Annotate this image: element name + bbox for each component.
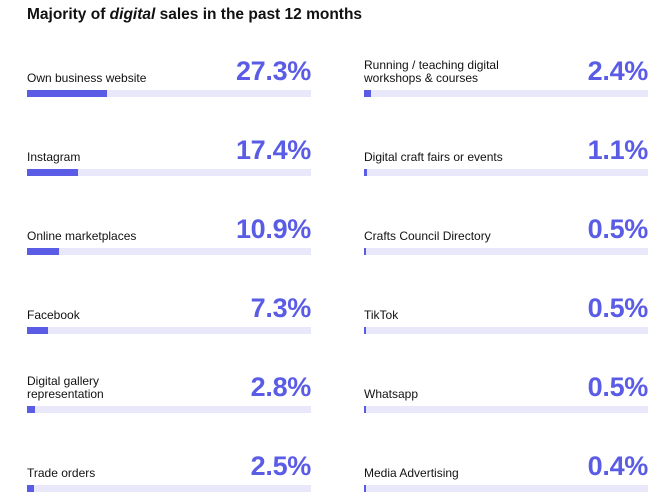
bar-track (364, 248, 648, 255)
bar-value: 0.5% (587, 214, 649, 244)
bar-value: 2.4% (587, 56, 649, 86)
bar-value: 2.5% (250, 451, 312, 481)
left-column: Own business website 27.3% Instagram 17.4% O… (27, 0, 311, 502)
bar-label: Digital gallery representation (27, 374, 104, 401)
bar-label: TikTok (364, 308, 399, 322)
bar-item: Running / teaching digital workshops & c… (364, 37, 648, 97)
bar-fill (364, 406, 366, 413)
title-part-3: sales in the past 12 months (155, 6, 363, 23)
bar-label: Online marketplaces (27, 229, 137, 243)
bar-item: Trade orders 2.5% (27, 432, 311, 492)
bar-item: Facebook 7.3% (27, 274, 311, 334)
bar-label: Digital craft fairs or events (364, 150, 503, 164)
bar-value: 0.4% (587, 451, 649, 481)
bar-item: Own business website 27.3% (27, 37, 311, 97)
bar-track (27, 406, 311, 413)
bar-track (27, 248, 311, 255)
bar-track (27, 485, 311, 492)
bar-fill (27, 327, 49, 334)
chart-title: Majority of digital sales in the past 12… (27, 6, 362, 24)
bar-track (27, 169, 311, 176)
bar-item: Online marketplaces 10.9% (27, 195, 311, 255)
bar-item: Instagram 17.4% (27, 116, 311, 176)
bar-item: Whatsapp 0.5% (364, 353, 648, 413)
bar-track (364, 169, 648, 176)
bar-fill (364, 327, 366, 334)
bar-label: Media Advertising (364, 466, 459, 480)
bar-value: 27.3% (235, 56, 311, 86)
bar-value: 7.3% (250, 293, 312, 323)
bar-label: Trade orders (27, 466, 96, 480)
bar-value: 0.5% (587, 372, 649, 402)
bar-label: Crafts Council Directory (364, 229, 491, 243)
bar-fill (364, 248, 366, 255)
bar-track (364, 485, 648, 492)
bar-fill (27, 248, 59, 255)
title-part-1: Majority of (27, 6, 110, 23)
bar-label: Facebook (27, 308, 80, 322)
bar-track (27, 327, 311, 334)
bar-value: 1.1% (587, 135, 649, 165)
bar-value: 2.8% (250, 372, 312, 402)
bar-label: Running / teaching digital workshops & c… (364, 58, 499, 85)
bar-fill (27, 485, 35, 492)
bar-fill (27, 406, 36, 413)
bar-track (364, 90, 648, 97)
bar-fill (364, 90, 372, 97)
title-emphasis: digital (109, 6, 156, 23)
bar-value: 10.9% (235, 214, 311, 244)
bar-track (364, 406, 648, 413)
bar-item: Crafts Council Directory 0.5% (364, 195, 648, 255)
bar-label: Whatsapp (364, 387, 419, 401)
bar-track (27, 90, 311, 97)
bar-item: Digital gallery representation 2.8% (27, 353, 311, 413)
bar-fill (364, 169, 368, 176)
bar-label: Own business website (27, 71, 147, 85)
right-column: Running / teaching digital workshops & c… (364, 0, 648, 502)
bar-item: Media Advertising 0.4% (364, 432, 648, 492)
bar-item: TikTok 0.5% (364, 274, 648, 334)
bar-item: Digital craft fairs or events 1.1% (364, 116, 648, 176)
bar-label: Instagram (27, 150, 81, 164)
bar-value: 17.4% (235, 135, 311, 165)
bar-track (364, 327, 648, 334)
bar-fill (364, 485, 366, 492)
bar-fill (27, 169, 79, 176)
bar-fill (27, 90, 108, 97)
bar-value: 0.5% (587, 293, 649, 323)
